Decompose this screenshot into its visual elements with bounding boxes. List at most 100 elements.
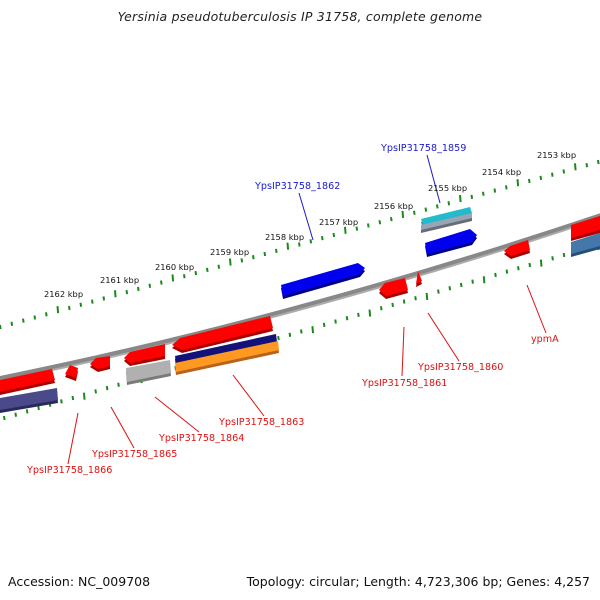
scale-minor-tick (125, 289, 129, 295)
scale-minor-tick (482, 191, 485, 196)
scale-minor-tick (117, 382, 120, 387)
gene-ypsip31758-1863 (172, 316, 273, 350)
scale-minor-tick (252, 255, 255, 260)
scale-minor-tick (471, 279, 474, 284)
scale-major-tick (344, 226, 347, 234)
scale-minor-tick (390, 216, 393, 222)
scale-major-tick (539, 259, 543, 267)
scale-minor-tick (321, 236, 324, 241)
scale-major-tick (459, 194, 462, 203)
scale-major-tick (114, 290, 117, 298)
scale-label-2156: 2156 kbp (374, 201, 413, 211)
connector-1861 (401, 326, 405, 377)
scale-minor-tick (436, 204, 439, 209)
scale-minor-tick (413, 210, 416, 215)
scale-minor-tick (33, 315, 37, 320)
scale-major-tick (82, 392, 86, 400)
scale-major-tick (401, 210, 405, 219)
gene-label-ypsip31758-1866: YpsIP31758_1866 (26, 465, 112, 476)
scale-minor-tick (322, 322, 326, 327)
scale-minor-tick (68, 305, 71, 311)
scale-minor-tick (94, 389, 97, 394)
label-connectors (67, 154, 547, 465)
gene-label-ypsip31758-1860: YpsIP31758_1860 (417, 362, 503, 373)
scale-minor-tick (240, 258, 244, 263)
scale-minor-tick (562, 252, 566, 258)
scale-minor-tick (22, 318, 25, 323)
scale-minor-tick (459, 282, 463, 288)
scale-minor-tick (91, 299, 94, 304)
connector-1864 (154, 396, 200, 433)
scale-minor-tick (105, 385, 109, 391)
gene-label-ypsip31758-1861: YpsIP31758_1861 (361, 378, 447, 389)
genome-backbone (0, 213, 600, 381)
scale-minor-tick (505, 185, 508, 190)
scale-minor-tick (217, 264, 221, 269)
scale-minor-tick (585, 163, 589, 168)
scale-major-tick (516, 179, 520, 187)
scale-minor-tick (424, 207, 428, 212)
scale-minor-tick (14, 412, 18, 417)
scale-label-2157: 2157 kbp (319, 217, 358, 227)
scale-major-tick (311, 326, 315, 334)
scale-label-2160: 2160 kbp (155, 262, 194, 272)
scale-minor-tick (551, 172, 554, 177)
scale-minor-tick (355, 226, 359, 231)
scale-minor-tick (37, 405, 40, 411)
gene-ypsip31758-1866 (0, 369, 55, 392)
gene-ypma (504, 240, 530, 256)
scale-minor-tick (402, 299, 406, 304)
scale-minor-tick (551, 256, 554, 261)
scale-minor-tick (494, 272, 497, 278)
scale-minor-tick (3, 415, 6, 421)
feature-grey-1859 (421, 213, 472, 230)
gene-label-ypsip31758-1865: YpsIP31758_1865 (91, 449, 177, 460)
connector-ypma (526, 284, 547, 334)
gene-features (0, 207, 600, 413)
scale-label-2162: 2162 kbp (44, 289, 83, 299)
scale-minor-tick (448, 286, 452, 291)
scale-minor-tick (345, 316, 349, 321)
gene-ypsip31758-1864 (124, 344, 165, 363)
scale-minor-tick (357, 312, 360, 318)
scale-minor-tick (414, 296, 417, 301)
scale-minor-tick (45, 312, 48, 317)
scale-label-2161: 2161 kbp (100, 275, 139, 285)
scale-minor-tick (275, 248, 278, 253)
genome-title: Yersinia pseudotuberculosis IP 31758, co… (117, 9, 483, 24)
scale-major-tick (171, 274, 175, 282)
connector-1866 (67, 412, 79, 465)
scale-minor-tick (298, 242, 301, 247)
scale-minor-tick (60, 399, 63, 404)
gene-ypsip31758-1859 (425, 229, 477, 254)
feature-orange-1863 (175, 341, 279, 372)
gene-label-ypma: ypmA (531, 334, 559, 345)
scale-minor-tick (562, 169, 566, 174)
scale-minor-tick (539, 175, 543, 181)
scale-label-2153: 2153 kbp (537, 150, 576, 160)
scale-minor-tick (194, 270, 198, 276)
connector-1859 (426, 154, 441, 204)
scale-minor-tick (334, 319, 337, 324)
scale-minor-tick (470, 194, 474, 200)
accession-text: Accession: NC_009708 (8, 574, 151, 589)
scale-minor-tick (332, 232, 336, 238)
gene-right-edge-red (571, 216, 600, 238)
scale-major-tick (286, 242, 290, 250)
scale-minor-tick (79, 302, 83, 307)
gene-ypsip31758-1865 (65, 365, 78, 378)
scale-minor-tick (309, 239, 313, 244)
scale-minor-tick (206, 267, 209, 273)
scale-minor-tick (288, 332, 292, 337)
scale-minor-tick (183, 274, 186, 279)
scale-minor-tick (148, 283, 152, 288)
scale-minor-tick (391, 302, 394, 308)
scale-minor-tick (437, 289, 440, 294)
gene-label-ypsip31758-1864: YpsIP31758_1864 (158, 433, 244, 444)
gene-label-ypsip31758-1863: YpsIP31758_1863 (218, 417, 304, 428)
scale-label-2159: 2159 kbp (210, 247, 249, 257)
scale-major-tick (574, 163, 577, 171)
scale-minor-tick (25, 409, 29, 414)
scale-minor-tick (505, 269, 509, 274)
connector-1863 (232, 374, 265, 417)
